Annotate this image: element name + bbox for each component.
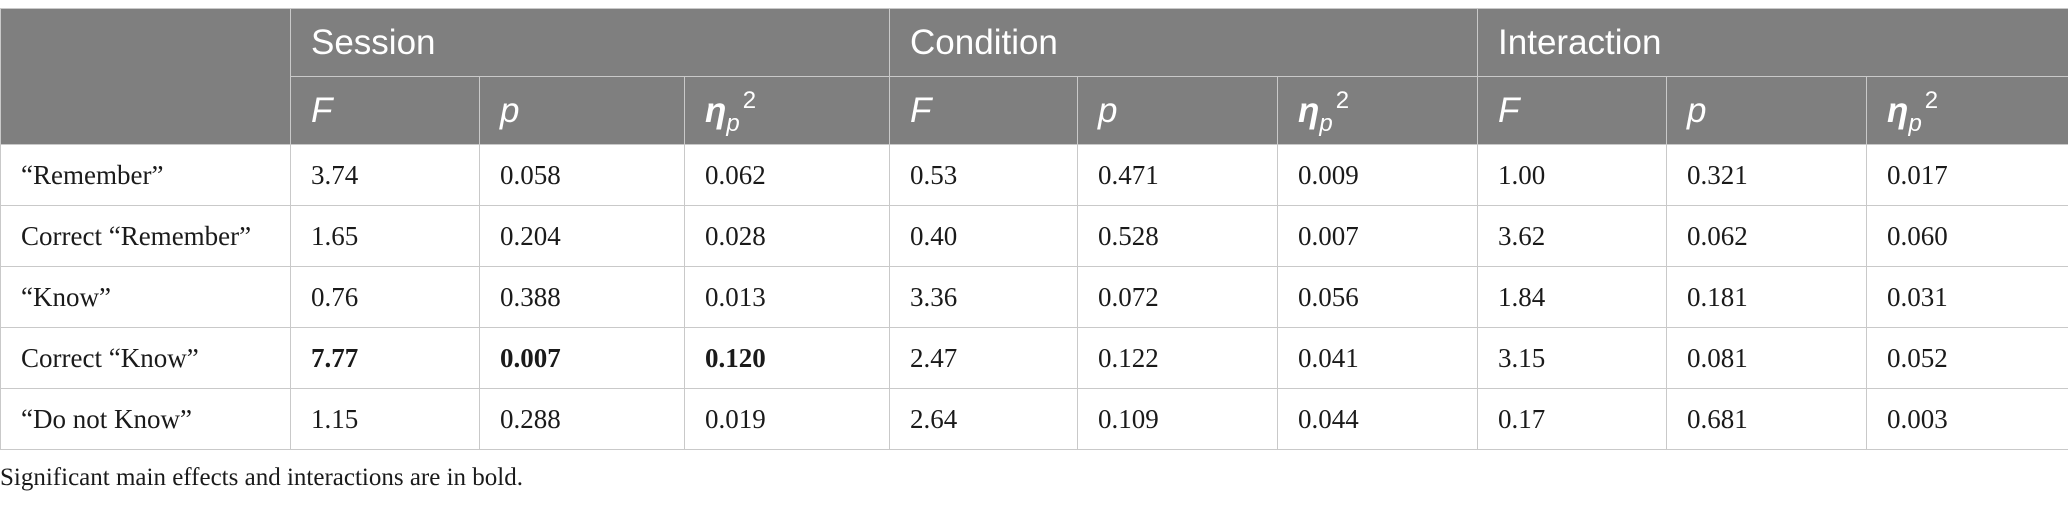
table-cell-significant: 0.120 — [683, 327, 891, 389]
eta-superscript: 2 — [1924, 86, 1939, 114]
table-cell: 0.53 — [889, 144, 1079, 206]
table-cell: 1.65 — [290, 205, 480, 267]
table-cell: 1.00 — [1477, 144, 1668, 206]
table-cell: 0.060 — [1866, 205, 2068, 267]
table-cell-significant: 0.007 — [479, 327, 685, 389]
table-cell: 0.388 — [479, 266, 685, 328]
row-label: Correct “Know” — [0, 327, 291, 389]
table-cell: 0.058 — [479, 144, 685, 206]
table-row: Correct “Remember” 1.65 0.204 0.028 0.40… — [0, 205, 2068, 267]
eta-subscript: p — [1908, 109, 1922, 137]
group-header-interaction: Interaction — [1477, 8, 2068, 77]
table-cell: 0.109 — [1077, 388, 1279, 450]
table-cell: 0.288 — [479, 388, 685, 450]
eta-superscript: 2 — [742, 86, 757, 114]
table-cell: 3.62 — [1477, 205, 1668, 267]
row-label: “Do not Know” — [0, 388, 291, 450]
stat-header-p: p — [1666, 76, 1868, 145]
table-cell: 0.76 — [290, 266, 480, 328]
table-cell: 0.017 — [1866, 144, 2068, 206]
group-header-session: Session — [289, 8, 891, 77]
table-cell: 0.044 — [1277, 388, 1479, 450]
table-cell: 0.17 — [1477, 388, 1668, 450]
table-cell: 2.47 — [889, 327, 1079, 389]
group-header-condition: Condition — [889, 8, 1479, 77]
eta-symbol: η — [705, 90, 727, 130]
table-row: “Remember” 3.74 0.058 0.062 0.53 0.471 0… — [0, 144, 2068, 206]
table-cell: 0.204 — [479, 205, 685, 267]
table-cell: 0.181 — [1666, 266, 1868, 328]
table-cell: 3.15 — [1477, 327, 1668, 389]
table-cell: 0.062 — [1666, 205, 1868, 267]
table-cell: 0.052 — [1866, 327, 2068, 389]
row-label: “Know” — [0, 266, 291, 328]
table-cell: 0.003 — [1866, 388, 2068, 450]
table-cell: 3.36 — [889, 266, 1079, 328]
table-cell: 0.062 — [683, 144, 891, 206]
row-label: “Remember” — [0, 144, 291, 206]
table-cell: 0.072 — [1077, 266, 1279, 328]
table-row: “Do not Know” 1.15 0.288 0.019 2.64 0.10… — [0, 388, 2068, 450]
table-cell: 0.681 — [1666, 388, 1868, 450]
table-cell: 0.40 — [889, 205, 1079, 267]
eta-subscript: p — [726, 109, 740, 137]
table-cell: 0.081 — [1666, 327, 1868, 389]
stat-header-eta-squared: ηp2 — [1866, 76, 2068, 145]
table-row: Correct “Know” 7.77 0.007 0.120 2.47 0.1… — [0, 327, 2068, 389]
stat-header-eta-squared: ηp2 — [683, 76, 891, 145]
stat-header-eta-squared: ηp2 — [1277, 76, 1479, 145]
stat-header-f: F — [1477, 76, 1668, 145]
stat-header-p: p — [479, 76, 685, 145]
table-footnote: Significant main effects and interaction… — [0, 464, 523, 491]
corner-cell — [0, 8, 291, 145]
table-cell: 0.013 — [683, 266, 891, 328]
table-cell: 0.007 — [1277, 205, 1479, 267]
row-label: Correct “Remember” — [0, 205, 291, 267]
table-cell: 0.041 — [1277, 327, 1479, 389]
stat-header-f: F — [889, 76, 1079, 145]
stat-header-p: p — [1077, 76, 1279, 145]
stat-header-row: F p ηp2 F p ηp2 F p ηp2 — [1, 76, 2068, 145]
table-cell: 1.15 — [290, 388, 480, 450]
table-cell: 0.122 — [1077, 327, 1279, 389]
anova-results-table: Session Condition Interaction F p ηp2 F … — [0, 8, 2068, 450]
table-cell: 0.031 — [1866, 266, 2068, 328]
table-cell: 1.84 — [1477, 266, 1668, 328]
stat-header-f: F — [290, 76, 480, 145]
table-cell: 0.528 — [1077, 205, 1279, 267]
eta-symbol: η — [1298, 90, 1320, 130]
eta-subscript: p — [1319, 109, 1333, 137]
table-cell: 0.056 — [1277, 266, 1479, 328]
table-cell: 0.471 — [1077, 144, 1279, 206]
eta-superscript: 2 — [1335, 86, 1350, 114]
table-row: “Know” 0.76 0.388 0.013 3.36 0.072 0.056… — [0, 266, 2068, 328]
eta-symbol: η — [1887, 90, 1909, 130]
table-cell: 3.74 — [290, 144, 480, 206]
table-cell: 0.009 — [1277, 144, 1479, 206]
group-header-row: Session Condition Interaction — [0, 8, 2068, 145]
table-cell: 0.321 — [1666, 144, 1868, 206]
table-cell: 0.028 — [683, 205, 891, 267]
table-cell: 0.019 — [683, 388, 891, 450]
table-cell-significant: 7.77 — [290, 327, 480, 389]
table-cell: 2.64 — [889, 388, 1079, 450]
